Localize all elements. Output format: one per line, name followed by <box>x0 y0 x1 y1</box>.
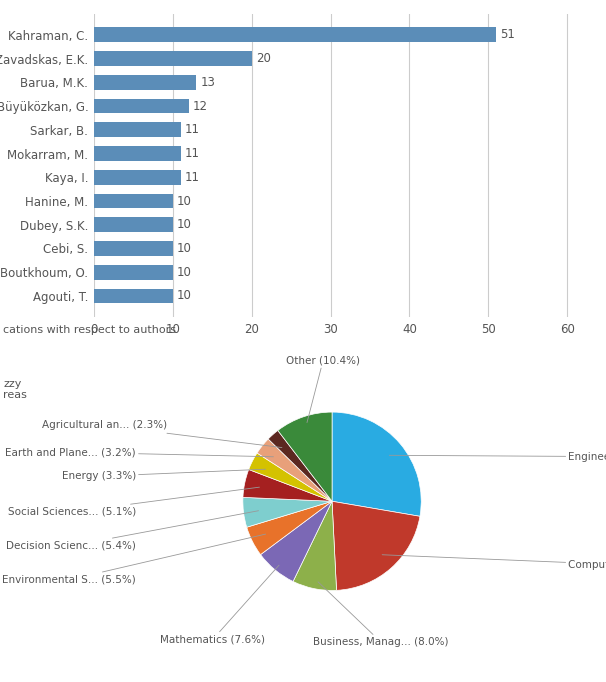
Text: Agricultural an... (2.3%): Agricultural an... (2.3%) <box>42 421 282 447</box>
Bar <box>94 194 173 209</box>
Wedge shape <box>248 453 332 501</box>
Text: Energy (3.3%): Energy (3.3%) <box>62 469 265 481</box>
Text: Earth and Plane... (3.2%): Earth and Plane... (3.2%) <box>5 447 273 457</box>
Text: 10: 10 <box>177 289 191 303</box>
Bar <box>94 241 173 256</box>
Bar <box>94 75 196 89</box>
Text: 13: 13 <box>201 76 215 89</box>
Text: Mathematics (7.6%): Mathematics (7.6%) <box>160 565 279 644</box>
Bar <box>94 99 188 113</box>
Bar <box>94 288 173 303</box>
Text: 11: 11 <box>185 170 199 183</box>
Bar <box>94 265 173 280</box>
Text: 10: 10 <box>177 242 191 255</box>
Text: 10: 10 <box>177 218 191 231</box>
Wedge shape <box>247 501 332 554</box>
Wedge shape <box>261 501 332 582</box>
Bar <box>94 122 181 137</box>
Wedge shape <box>243 469 332 501</box>
Text: 10: 10 <box>177 266 191 279</box>
Text: 12: 12 <box>193 100 207 113</box>
Wedge shape <box>278 412 332 501</box>
Text: 11: 11 <box>185 123 199 136</box>
Text: Environmental S... (5.5%): Environmental S... (5.5%) <box>2 534 265 584</box>
Text: 10: 10 <box>177 194 191 207</box>
Bar <box>94 218 173 232</box>
Bar <box>94 51 251 66</box>
Text: 11: 11 <box>185 147 199 160</box>
Bar <box>94 27 496 42</box>
Wedge shape <box>268 430 332 501</box>
Text: Engineering (27.7%): Engineering (27.7%) <box>390 451 606 462</box>
Wedge shape <box>332 501 420 591</box>
Text: Business, Manag... (8.0%): Business, Manag... (8.0%) <box>313 582 449 647</box>
Text: 51: 51 <box>500 28 515 42</box>
Text: zzy
reas: zzy reas <box>3 379 27 400</box>
Text: Other (10.4%): Other (10.4%) <box>286 355 360 423</box>
Wedge shape <box>243 497 332 527</box>
Wedge shape <box>293 501 336 591</box>
Wedge shape <box>257 439 332 501</box>
Text: 20: 20 <box>256 52 270 65</box>
Bar <box>94 170 181 185</box>
Text: Decision Scienc... (5.4%): Decision Scienc... (5.4%) <box>6 511 259 551</box>
Wedge shape <box>332 412 421 516</box>
Text: cations with respect to authors: cations with respect to authors <box>3 325 176 336</box>
Bar <box>94 146 181 161</box>
Text: Computer Scienc... (21.5%): Computer Scienc... (21.5%) <box>382 554 606 570</box>
Text: Social Sciences... (5.1%): Social Sciences... (5.1%) <box>8 487 259 517</box>
